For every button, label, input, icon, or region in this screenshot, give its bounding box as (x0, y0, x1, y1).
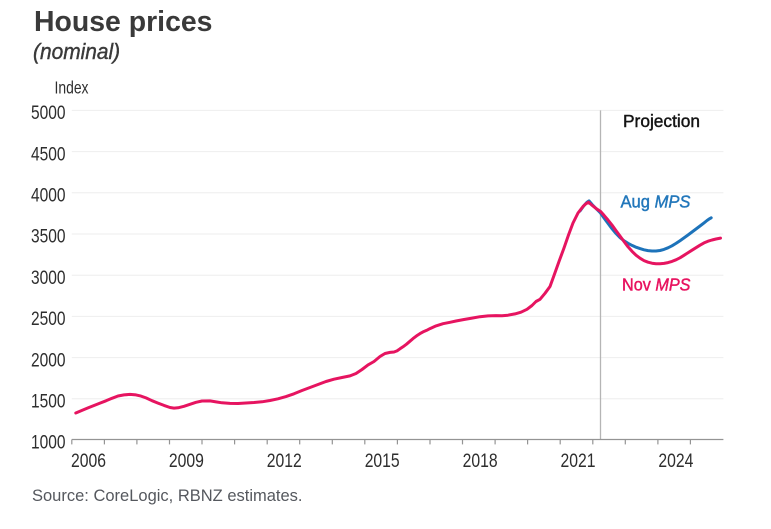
svg-text:3000: 3000 (31, 268, 66, 289)
svg-text:3500: 3500 (31, 227, 66, 248)
svg-text:5000: 5000 (31, 103, 66, 124)
svg-text:2024: 2024 (658, 451, 693, 472)
svg-text:2009: 2009 (169, 451, 204, 472)
svg-text:4500: 4500 (31, 144, 66, 165)
svg-text:2021: 2021 (561, 451, 596, 472)
svg-text:2012: 2012 (267, 451, 302, 472)
svg-text:1500: 1500 (31, 392, 66, 413)
svg-text:2018: 2018 (463, 451, 498, 472)
svg-text:Projection: Projection (623, 111, 700, 131)
svg-text:2006: 2006 (71, 451, 106, 472)
svg-text:Nov MPS: Nov MPS (622, 275, 691, 295)
svg-text:2000: 2000 (31, 350, 66, 371)
svg-text:2015: 2015 (365, 451, 400, 472)
svg-text:Index: Index (55, 77, 89, 97)
svg-text:Aug MPS: Aug MPS (621, 192, 691, 212)
svg-text:4000: 4000 (31, 186, 66, 207)
svg-text:1000: 1000 (31, 433, 66, 454)
svg-text:2500: 2500 (31, 309, 66, 330)
